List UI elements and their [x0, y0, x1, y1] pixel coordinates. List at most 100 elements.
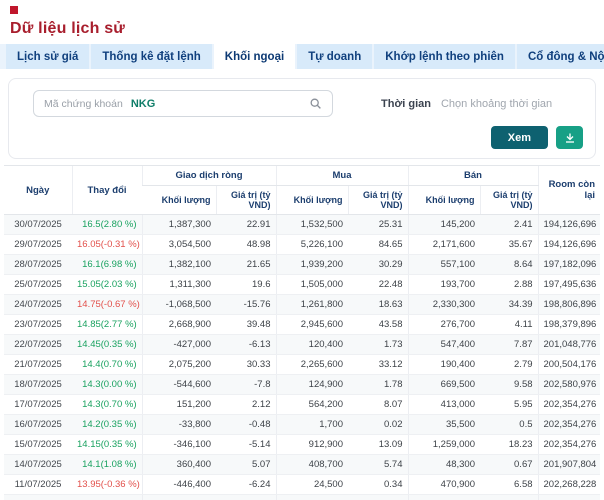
cell-net-volume: -33,800 — [141, 414, 216, 435]
cell-sell-value: 0.5 — [480, 414, 539, 435]
cell-net-volume: 360,400 — [141, 454, 216, 475]
symbol-search-label: Mã chứng khoán — [44, 97, 123, 110]
tab-shareholders-internal[interactable]: Cổ đông & Nội bộ — [516, 44, 604, 69]
cell-buy-volume: 564,200 — [275, 394, 348, 415]
cell-date: 21/07/2025 — [4, 354, 72, 375]
col-header-net-value: Giá trị (tỷ VND) — [215, 185, 276, 215]
cell-date: 14/07/2025 — [4, 454, 72, 475]
table-row: 24/07/2025 14.75(-0.67 %) -1,068,500 -15… — [4, 294, 601, 315]
cell-net-value: 30.33 — [216, 354, 276, 375]
cell-change: 16.05(-0.31 %) — [72, 234, 142, 255]
cell-net-value: 19.6 — [216, 274, 276, 295]
cell-room: 200,504,176 — [537, 354, 601, 375]
cell-date: 11/07/2025 — [4, 474, 72, 495]
table-row: 25/07/2025 15.05(2.03 %) 1,311,300 19.6 … — [4, 274, 601, 295]
col-header-date: Ngày — [4, 165, 72, 215]
cell-date: 28/07/2025 — [4, 254, 72, 275]
tab-matched-orders[interactable]: Khớp lệnh theo phiên — [374, 44, 515, 69]
symbol-search-input[interactable]: Mã chứng khoán NKG — [33, 90, 333, 117]
cell-net-volume: 1,347,400 — [141, 494, 216, 500]
table-row: 16/07/2025 14.2(0.35 %) -33,800 -0.48 1,… — [4, 414, 601, 435]
view-button[interactable]: Xem — [490, 126, 548, 149]
cell-net-volume: 151,200 — [141, 394, 216, 415]
cell-change: 14.3(0.70 %) — [72, 394, 142, 415]
cell-room: 198,806,896 — [537, 294, 601, 315]
cell-date: 17/07/2025 — [4, 394, 72, 415]
table-row: 29/07/2025 16.05(-0.31 %) 3,054,500 48.9… — [4, 234, 601, 255]
cell-change: 14.1(1.08 %) — [72, 454, 142, 475]
cell-net-volume: -544,600 — [141, 374, 216, 395]
cell-buy-volume: 1,700 — [275, 414, 348, 435]
cell-net-volume: 1,382,100 — [141, 254, 216, 275]
table-row: 18/07/2025 14.3(0.00 %) -544,600 -7.8 12… — [4, 374, 601, 395]
cell-sell-value: 0.67 — [480, 454, 539, 475]
table-header: Ngày Thay đổi Giao dịch ròng Mua Bán Roo… — [4, 165, 601, 215]
cell-buy-value: 25.31 — [348, 214, 408, 235]
cell-room: 197,182,096 — [537, 254, 601, 275]
cell-sell-volume: 1,259,000 — [407, 434, 480, 455]
cell-buy-value: 30.29 — [348, 254, 408, 275]
cell-sell-value: 18.23 — [480, 434, 539, 455]
cell-buy-value: 43.58 — [348, 314, 408, 335]
col-header-buy-volume: Khối lượng — [275, 185, 348, 215]
cell-change: 15.05(2.03 %) — [72, 274, 142, 295]
cell-buy-volume: 24,500 — [275, 474, 348, 495]
page-header: Dữ liệu lịch sử — [0, 0, 604, 44]
cell-room: 202,268,228 — [537, 474, 601, 495]
cell-net-value: -6.24 — [216, 474, 276, 495]
cell-sell-volume: 557,100 — [407, 254, 480, 275]
cell-buy-value: 1.78 — [348, 374, 408, 395]
col-group-net: Giao dịch ròng — [141, 165, 276, 186]
time-range-placeholder: Chọn khoảng thời gian — [440, 97, 553, 110]
cell-sell-volume: 190,400 — [407, 354, 480, 375]
cell-room: 202,354,276 — [537, 394, 601, 415]
cell-net-volume: -427,000 — [141, 334, 216, 355]
cell-sell-value: 0.29 — [480, 494, 539, 500]
cell-change: 14.2(0.35 %) — [72, 414, 142, 435]
tab-proprietary[interactable]: Tự doanh — [297, 44, 373, 69]
cell-date: 30/07/2025 — [4, 214, 72, 235]
cell-net-volume: 3,054,500 — [141, 234, 216, 255]
cell-net-volume: -1,068,500 — [141, 294, 216, 315]
cell-sell-value: 4.11 — [480, 314, 539, 335]
page-title: Dữ liệu lịch sử — [10, 20, 126, 37]
cell-sell-value: 2.41 — [480, 214, 539, 235]
tab-price-history[interactable]: Lịch sử giá — [6, 44, 90, 69]
cell-buy-value: 1.73 — [348, 334, 408, 355]
time-range-picker[interactable]: Thời gian Chọn khoảng thời gian — [381, 98, 552, 110]
cell-net-value: 22.91 — [216, 214, 276, 235]
tab-foreign-trading[interactable]: Khối ngoại — [213, 44, 296, 69]
cell-buy-value: 22.48 — [348, 274, 408, 295]
cell-buy-volume: 2,265,600 — [275, 354, 348, 375]
cell-buy-volume: 5,226,100 — [275, 234, 348, 255]
cell-date: 23/07/2025 — [4, 314, 72, 335]
cell-change: 14.4(0.70 %) — [72, 354, 142, 375]
filter-panel: Mã chứng khoán NKG Thời gian Chọn khoảng… — [8, 78, 596, 159]
cell-date: 29/07/2025 — [4, 234, 72, 255]
cell-buy-volume: 1,532,500 — [275, 214, 348, 235]
cell-room: 194,126,696 — [537, 234, 601, 255]
table-body: 30/07/2025 16.5(2.80 %) 1,387,300 22.91 … — [4, 214, 601, 500]
cell-sell-value: 8.64 — [480, 254, 539, 275]
cell-room: 202,580,976 — [537, 374, 601, 395]
cell-net-value: -7.8 — [216, 374, 276, 395]
cell-sell-volume: 276,700 — [407, 314, 480, 335]
cell-room: 202,462,932 — [537, 494, 601, 500]
cell-net-volume: -346,100 — [141, 434, 216, 455]
cell-net-volume: -446,400 — [141, 474, 216, 495]
cell-net-value: 21.65 — [216, 254, 276, 275]
cell-change: 14.3(0.00 %) — [72, 374, 142, 395]
foreign-trading-table: Ngày Thay đổi Giao dịch ròng Mua Bán Roo… — [4, 165, 601, 500]
cell-buy-volume: 1,368,300 — [275, 494, 348, 500]
cell-room: 201,907,804 — [537, 454, 601, 475]
download-button[interactable] — [556, 126, 583, 149]
cell-sell-volume: 669,500 — [407, 374, 480, 395]
download-icon — [564, 132, 576, 144]
cell-sell-volume: 145,200 — [407, 214, 480, 235]
cell-room: 194,126,696 — [537, 214, 601, 235]
table-row: 17/07/2025 14.3(0.70 %) 151,200 2.12 564… — [4, 394, 601, 415]
cell-date: 16/07/2025 — [4, 414, 72, 435]
tab-order-statistics[interactable]: Thống kê đặt lệnh — [91, 44, 212, 69]
symbol-value: NKG — [130, 97, 156, 110]
tab-bar: Lịch sử giá Thống kê đặt lệnh Khối ngoại… — [0, 44, 604, 69]
